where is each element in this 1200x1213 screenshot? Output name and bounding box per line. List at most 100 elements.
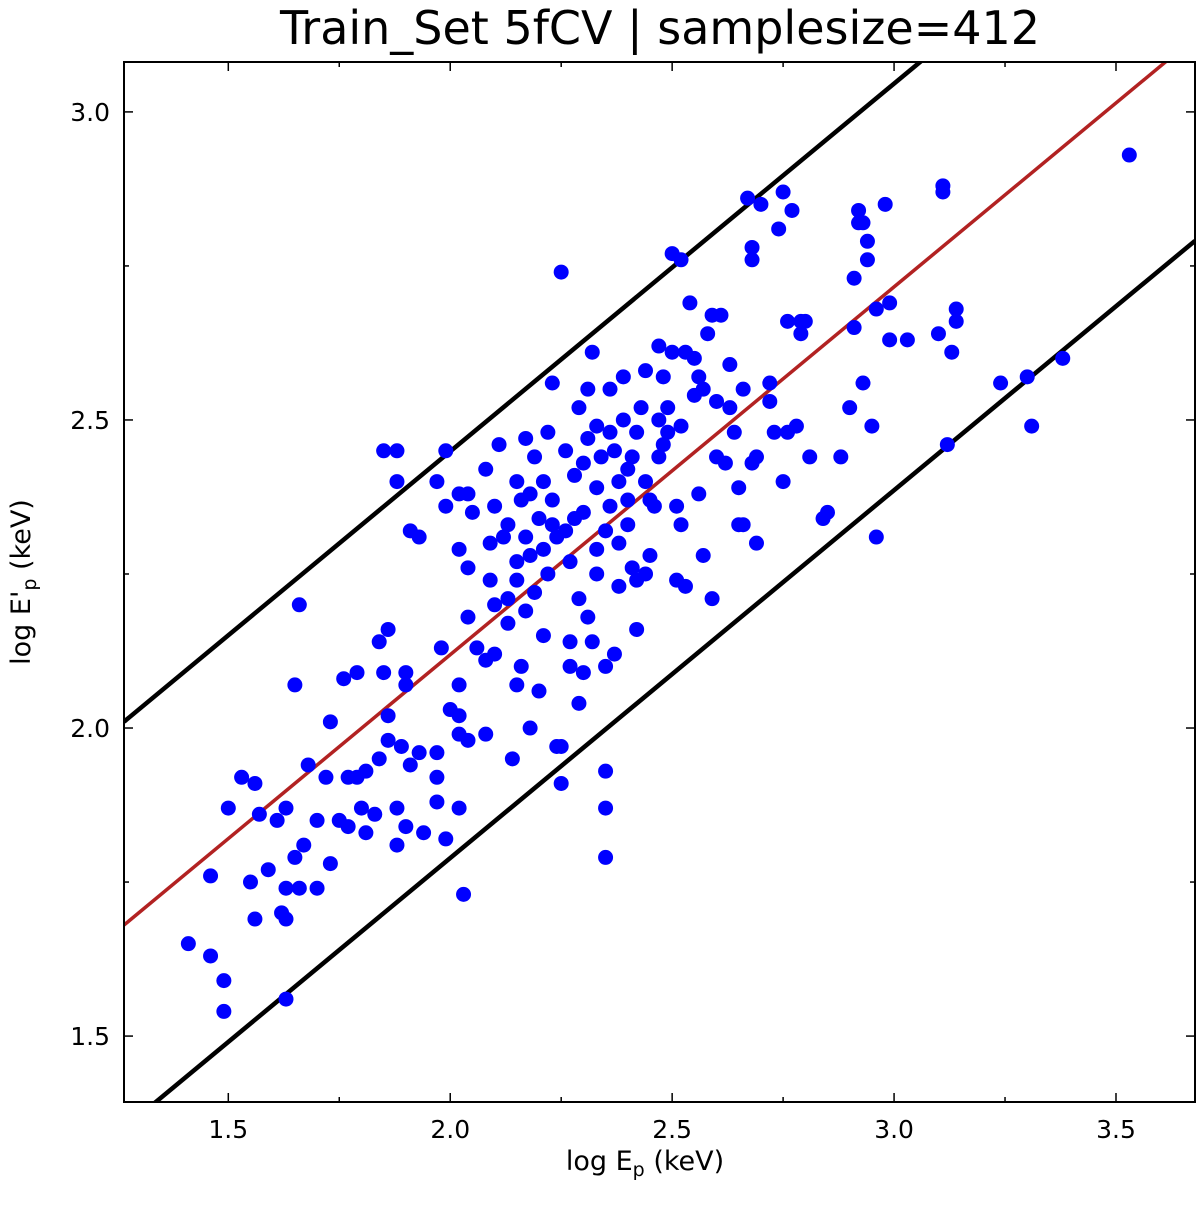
plot-frame [123,61,1196,1103]
data-point [859,252,875,268]
data-point [593,449,609,465]
data-point [509,474,525,490]
data-point [784,202,800,218]
data-point [859,233,875,249]
data-point [571,695,587,711]
data-point [673,252,689,268]
data-point [686,350,702,366]
data-point [766,424,782,440]
data-point [429,745,445,761]
data-point [704,591,720,607]
data-point [638,363,654,379]
data-point [429,474,445,490]
data-point [598,523,614,539]
data-point [220,800,236,816]
data-point [433,640,449,656]
data-point [948,313,964,329]
data-point [735,381,751,397]
x-tick-label: 3.5 [1096,1115,1136,1144]
data-point [562,634,578,650]
data-point [584,344,600,360]
data-point [580,430,596,446]
data-point [349,665,365,681]
data-point [571,400,587,416]
data-point [584,634,600,650]
data-point [491,437,507,453]
data-point [944,344,960,360]
data-point [611,474,627,490]
data-point [322,714,338,730]
data-point [495,529,511,545]
data-point [287,677,303,693]
data-point [260,862,276,878]
data-point [748,449,764,465]
data-point [380,732,396,748]
data-point [322,856,338,872]
data-point [535,541,551,557]
data-point [1121,147,1137,163]
x-axis-label-main: log E [566,1146,633,1177]
data-point [544,517,560,533]
data-point [358,825,374,841]
data-point [540,566,556,582]
data-point [651,412,667,428]
data-point [340,819,356,835]
data-point [855,215,871,231]
data-point [500,591,516,607]
fit-line [124,62,1169,927]
data-point [464,504,480,520]
data-point [722,400,738,416]
data-point [203,948,219,964]
data-point [429,794,445,810]
data-point [646,498,662,514]
data-point [460,609,476,625]
data-point [598,800,614,816]
data-point [269,812,285,828]
data-point [522,548,538,564]
data-point [851,202,867,218]
data-point [682,295,698,311]
data-point [393,739,409,755]
data-point [695,548,711,564]
data-point [1055,350,1071,366]
data-point [389,443,405,459]
data-point [411,529,427,545]
data-point [278,991,294,1007]
data-point [278,800,294,816]
data-point [487,597,503,613]
data-point [567,467,583,483]
data-point [691,486,707,502]
data-point [606,646,622,662]
data-point [651,449,667,465]
data-point [655,369,671,385]
data-point [673,418,689,434]
data-point [544,375,560,391]
data-point [376,443,392,459]
data-point [296,837,312,853]
data-point [535,628,551,644]
data-point [509,572,525,588]
data-point [247,911,263,927]
data-point [353,800,369,816]
data-point [740,190,756,206]
data-point [624,449,640,465]
data-point [416,825,432,841]
data-point [877,196,893,212]
data-point [518,430,534,446]
data-point [469,640,485,656]
data-point [216,973,232,989]
data-point [247,775,263,791]
data-point [748,535,764,551]
data-point [651,338,667,354]
data-point [802,449,818,465]
y-tick-label: 1.5 [70,1022,110,1051]
data-point [291,597,307,613]
data-point [371,634,387,650]
data-point [482,572,498,588]
data-point [478,461,494,477]
data-point [553,264,569,280]
data-point [451,541,467,557]
data-point [638,474,654,490]
data-point [203,868,219,884]
data-point [300,757,316,773]
